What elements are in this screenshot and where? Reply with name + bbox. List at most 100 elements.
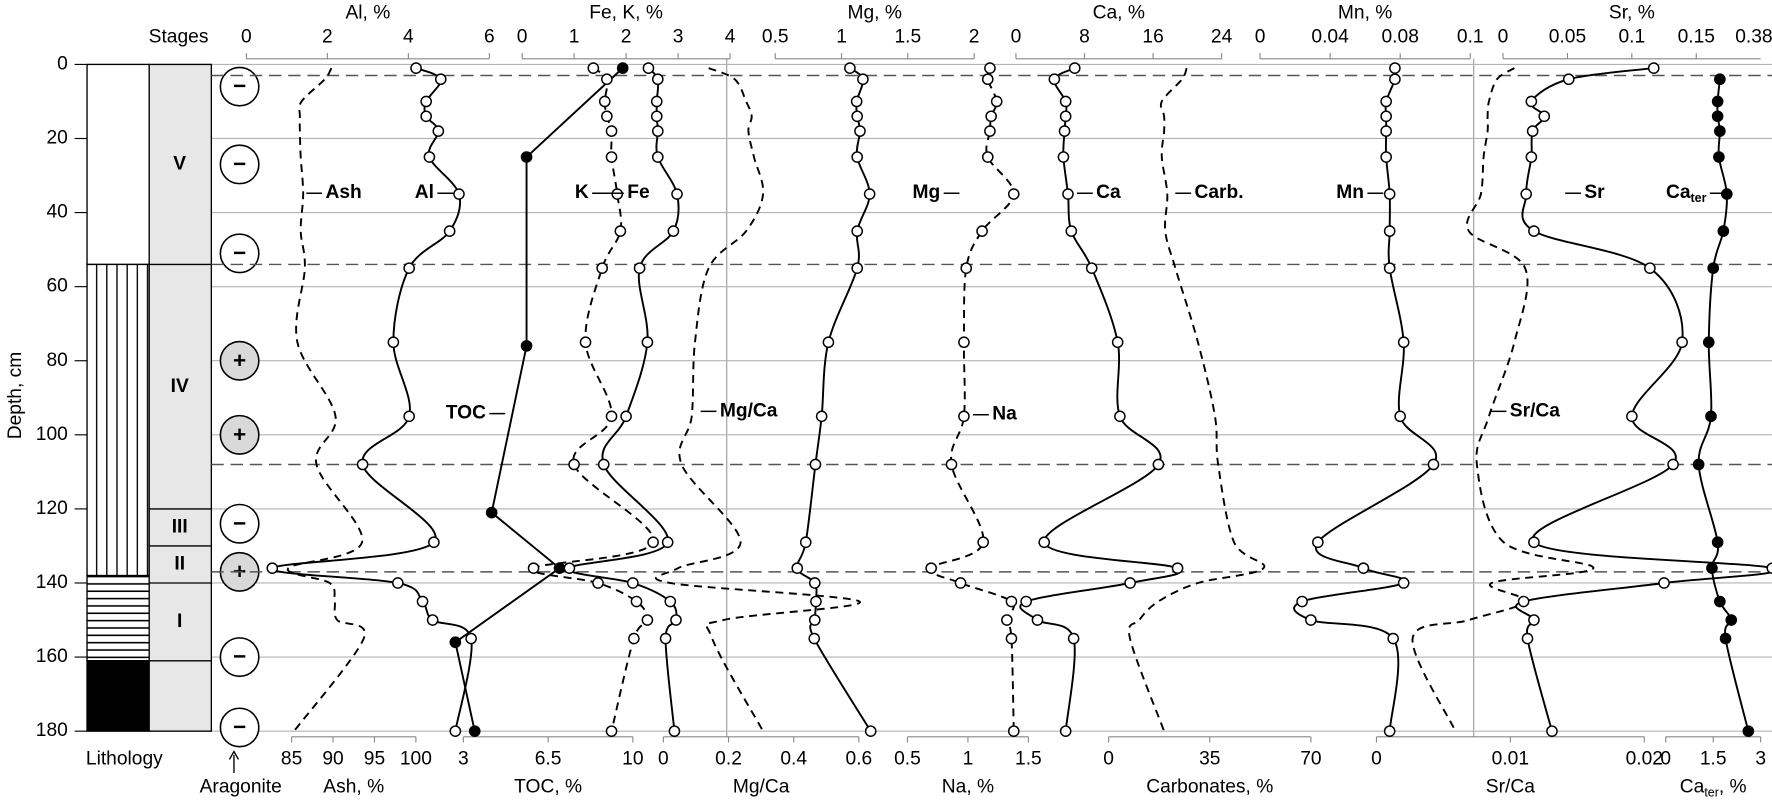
x-tick-label: 0 [1371,748,1382,769]
data-point [667,225,680,237]
series-label-text: Mg/Ca [720,400,778,421]
x-tick-label: 1 [963,748,974,769]
data-point [1528,225,1540,237]
data-point [630,595,643,608]
series-label: Sr [1584,182,1605,203]
data-point [1380,95,1392,108]
series-label-text: Ash [325,182,361,203]
lithology-label: Lithology [86,748,163,769]
data-point [1528,536,1540,549]
series-label-text: Na [992,404,1017,425]
data-point [960,262,973,274]
data-point [808,577,821,589]
data-point [1059,110,1072,123]
data-point [1526,125,1539,137]
axis-title-text: Ca [1680,777,1705,798]
data-point [1647,62,1660,74]
data-point [1380,151,1392,163]
data-point [1001,614,1013,626]
data-point [864,725,877,737]
axis-title: Fe, K, % [589,3,663,24]
data-point [453,188,465,200]
y-tick-label: 120 [36,498,68,519]
data-point [1020,595,1032,608]
aragonite-marker [219,144,260,185]
axis-title: Mg, % [847,3,901,24]
data-point [420,95,432,108]
data-point [981,73,994,86]
data-point [1397,577,1410,589]
data-point [815,410,828,423]
data-point [844,62,856,74]
axis-title-sub: ter [1704,786,1719,800]
data-point [857,73,869,86]
data-point [627,577,639,589]
data-point [1658,577,1670,589]
data-point [1296,595,1308,608]
x-tick-label: 35 [1199,748,1220,769]
x-tick-label: 0.1 [1618,26,1645,47]
axis-title: Sr, % [1609,3,1655,24]
series-label-text: TOC [446,403,486,424]
axis-title: TOC, % [514,777,582,798]
data-point [587,62,600,74]
series-line [796,67,872,732]
x-tick-label: 3 [458,748,469,769]
series-label: Carb. [1195,182,1244,203]
lithology-layer [86,263,150,577]
data-point [661,536,674,549]
y-tick-label: 100 [36,424,68,445]
x-tick-label: 1.5 [894,26,921,47]
data-point [356,458,369,471]
axis-title-text: Fe, K, % [589,3,663,24]
data-point [664,595,677,608]
data-point [808,614,821,626]
data-point [1005,595,1018,608]
data-point [1005,632,1018,645]
data-point [1389,62,1401,74]
data-point [1397,336,1410,349]
data-point [1714,125,1726,137]
data-point [650,95,663,108]
data-point [553,562,566,574]
x-tick-label: 0 [1660,748,1671,769]
axis-title-text: Al, % [345,3,390,24]
data-point [1713,151,1725,163]
x-tick-label: 0.6 [846,748,873,769]
series-line [287,67,366,732]
axis-title: Na, % [942,777,994,798]
series-label-text: Al [415,182,434,203]
data-point [1383,725,1396,737]
data-point [1062,188,1074,200]
stage-label: III [172,517,188,538]
data-point [1152,458,1165,471]
data-point [443,225,456,237]
data-point [465,632,477,645]
x-tick-label: 0.4 [780,748,807,769]
data-point [1394,410,1407,423]
series-label: TOC [446,403,486,424]
x-tick-label: 2 [322,26,333,47]
data-point [945,458,958,471]
data-point [420,110,432,123]
x-tick-label: 0 [1011,26,1022,47]
data-point [650,110,663,123]
data-point [641,336,654,349]
data-point [1717,225,1730,237]
data-point [1007,188,1020,200]
data-point [579,336,592,349]
data-point [449,725,462,737]
data-point [1389,73,1401,86]
data-point [1742,725,1755,737]
data-point [605,725,618,737]
series-label: Fe [627,182,650,203]
x-tick-label: 6.5 [535,748,562,769]
series-label-text: Mg [913,182,941,203]
series-label-text: Ca [1096,182,1121,203]
x-tick-label: 0.5 [894,748,921,769]
series-line [568,67,680,732]
x-tick-label: 95 [364,748,385,769]
data-point [981,151,994,163]
x-tick-label: 6 [484,26,495,47]
x-tick-label: 3 [1755,748,1766,769]
